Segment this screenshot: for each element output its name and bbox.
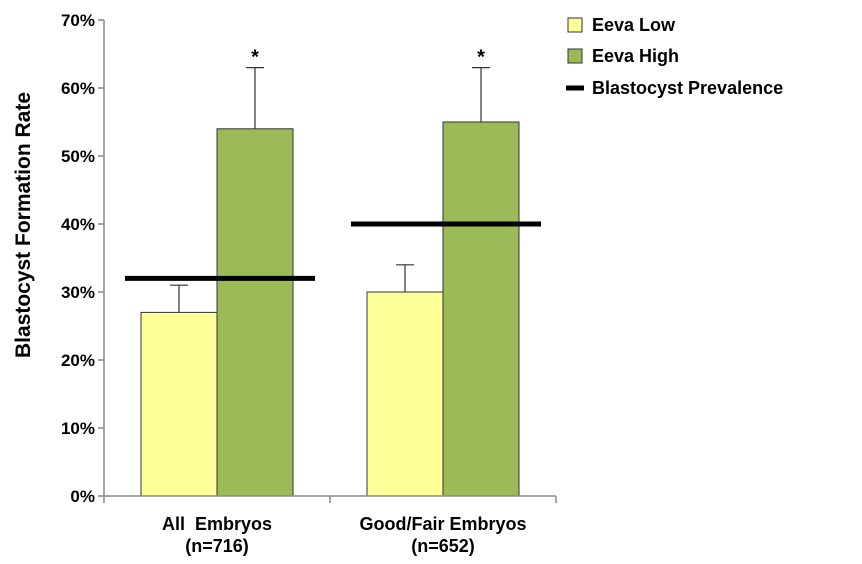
legend-swatch <box>568 49 582 63</box>
y-axis-label: Blastocyst Formation Rate <box>12 92 35 358</box>
y-axis: 0% 10% 20% 30% 40% 50% 60% 70% <box>61 11 104 506</box>
legend-swatch <box>568 18 582 32</box>
y-tick-label: 10% <box>61 419 95 438</box>
x-category-label: (n=652) <box>411 536 475 556</box>
x-axis: All Embryos(n=716) Good/Fair Embryos(n=65… <box>104 496 556 556</box>
significance-marker: * <box>251 47 259 69</box>
bars: * * <box>141 47 519 496</box>
y-tick-label: 0% <box>70 487 95 506</box>
y-tick-label: 50% <box>61 147 95 166</box>
legend: Eeva Low Eeva High Blastocyst Prevalence <box>566 15 783 98</box>
bar <box>141 312 217 496</box>
x-category-label: (n=716) <box>185 536 249 556</box>
bar <box>443 122 519 496</box>
legend-label: Eeva Low <box>592 15 676 35</box>
y-tick-label: 70% <box>61 11 95 30</box>
bar <box>367 292 443 496</box>
legend-label: Blastocyst Prevalence <box>592 78 783 98</box>
y-tick-label: 30% <box>61 283 95 302</box>
y-tick-label: 60% <box>61 79 95 98</box>
legend-label: Eeva High <box>592 46 679 66</box>
y-tick-label: 40% <box>61 215 95 234</box>
x-category-label: Good/Fair Embryos <box>359 514 526 534</box>
bar <box>217 129 293 496</box>
significance-marker: * <box>477 47 485 69</box>
y-tick-label: 20% <box>61 351 95 370</box>
x-category-label: All Embryos <box>162 514 272 534</box>
